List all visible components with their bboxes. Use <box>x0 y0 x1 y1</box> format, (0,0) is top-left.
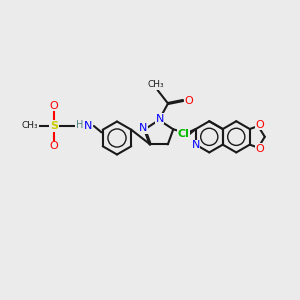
Text: O: O <box>256 120 264 130</box>
Text: O: O <box>256 144 264 154</box>
Text: N: N <box>84 121 93 131</box>
Text: H: H <box>76 119 83 130</box>
Text: O: O <box>50 141 58 152</box>
Text: N: N <box>139 123 148 133</box>
Text: O: O <box>50 100 58 111</box>
Text: CH₃: CH₃ <box>22 122 38 130</box>
Text: N: N <box>192 140 200 150</box>
Text: O: O <box>184 95 194 106</box>
Text: S: S <box>50 121 58 131</box>
Text: Cl: Cl <box>178 128 190 139</box>
Text: N: N <box>155 114 164 124</box>
Text: CH₃: CH₃ <box>148 80 164 89</box>
